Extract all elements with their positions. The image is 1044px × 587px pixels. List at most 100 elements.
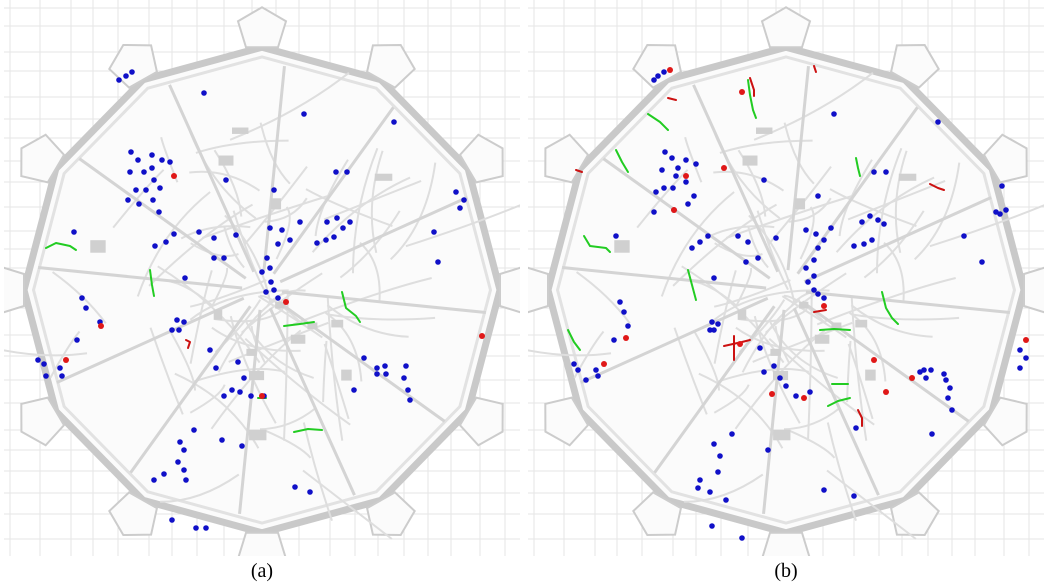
street (850, 304, 933, 338)
blue-point (961, 233, 967, 239)
bastion (458, 133, 504, 184)
blue-point (229, 387, 235, 393)
street (259, 407, 317, 431)
street (192, 368, 286, 383)
blue-point (705, 233, 711, 239)
blue-point (150, 197, 156, 203)
blue-point (871, 169, 877, 175)
poi-layer (35, 69, 485, 531)
main-road (279, 196, 468, 284)
inner-wall (31, 55, 493, 525)
red-point (667, 67, 673, 73)
blue-point (621, 309, 627, 315)
main-road (805, 290, 1011, 314)
building-block (737, 309, 747, 320)
blue-point (803, 227, 809, 233)
street (693, 331, 720, 391)
blue-point (191, 427, 197, 433)
blue-point (715, 321, 721, 327)
building-block (270, 198, 282, 210)
blue-point (259, 269, 265, 275)
blue-point (351, 387, 357, 393)
blue-point (831, 111, 837, 117)
blue-point (435, 259, 441, 265)
blue-point (213, 365, 219, 371)
building-blocks (90, 127, 393, 441)
blue-point (941, 371, 947, 377)
blue-point (193, 525, 199, 531)
blue-point (457, 205, 463, 211)
main-road (56, 296, 245, 384)
blue-point (182, 275, 188, 281)
blue-point (83, 305, 89, 311)
street (305, 188, 393, 227)
blue-point (743, 259, 749, 265)
blue-point (707, 489, 713, 495)
street (169, 331, 196, 391)
blue-point (697, 477, 703, 483)
blue-point (803, 265, 809, 271)
street (713, 270, 737, 364)
red-point (479, 333, 485, 339)
blue-point (279, 227, 285, 233)
blue-point (811, 257, 817, 263)
street (326, 296, 344, 441)
street (223, 225, 245, 269)
city-wall (544, 43, 1028, 537)
panel-caption-b: (b) (774, 560, 798, 582)
blue-point (771, 363, 777, 369)
street (4, 349, 88, 357)
street (863, 210, 925, 279)
red-point (623, 335, 629, 341)
blue-point (151, 177, 157, 183)
green-route (855, 157, 861, 177)
blue-point (815, 291, 821, 297)
blue-point (453, 189, 459, 195)
street (259, 122, 291, 185)
blue-point (176, 327, 182, 333)
blue-point (344, 169, 350, 175)
blue-point (655, 73, 661, 79)
building-block (742, 155, 758, 166)
blue-point (287, 237, 293, 243)
blue-point (875, 217, 881, 223)
blue-point (729, 431, 735, 437)
blue-point (151, 477, 157, 483)
blue-point (136, 201, 142, 207)
building-block (307, 322, 318, 330)
street (636, 169, 689, 229)
building-block (898, 173, 917, 181)
street (789, 429, 836, 459)
green-route (747, 79, 757, 119)
blue-point (745, 239, 751, 245)
blue-point (314, 240, 320, 246)
red-point (63, 357, 69, 363)
building-block (831, 322, 842, 330)
blue-point (851, 493, 857, 499)
blue-point (431, 229, 437, 235)
red-route (749, 77, 755, 97)
street (244, 320, 315, 379)
red-point (821, 303, 827, 309)
main-road (762, 309, 786, 515)
main-road (561, 266, 767, 290)
building-block (246, 348, 257, 356)
blue-point (271, 187, 277, 193)
blue-point (1003, 207, 1009, 213)
street (326, 304, 409, 338)
main-road (602, 157, 771, 280)
street (405, 204, 520, 248)
red-point (739, 89, 745, 95)
street (850, 296, 868, 441)
blue-point (35, 357, 41, 363)
blue-point (811, 273, 817, 279)
blue-point (233, 232, 239, 238)
building-block (213, 309, 223, 320)
blue-point (945, 395, 951, 401)
street (660, 191, 735, 297)
street (370, 150, 384, 254)
blue-point (979, 259, 985, 265)
map-panel-b (528, 0, 1044, 556)
blue-point (275, 295, 281, 301)
blue-point (391, 119, 397, 125)
